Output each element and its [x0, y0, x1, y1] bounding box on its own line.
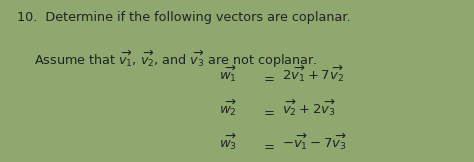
Text: Assume that $\overrightarrow{v_1}$, $\overrightarrow{v_2}$, and $\overrightarrow: Assume that $\overrightarrow{v_1}$, $\ov… [34, 49, 318, 70]
Text: 10.  Determine if the following vectors are coplanar.: 10. Determine if the following vectors a… [17, 11, 350, 24]
Text: $\overrightarrow{v_2} + 2\overrightarrow{v_3}$: $\overrightarrow{v_2} + 2\overrightarrow… [282, 98, 336, 118]
Text: $=$: $=$ [261, 139, 275, 152]
Text: $=$: $=$ [261, 105, 275, 118]
Text: $\overrightarrow{w_3}$: $\overrightarrow{w_3}$ [219, 132, 237, 152]
Text: $\overrightarrow{w_1}$: $\overrightarrow{w_1}$ [219, 64, 237, 84]
Text: $=$: $=$ [261, 71, 275, 84]
Text: $\overrightarrow{w_2}$: $\overrightarrow{w_2}$ [219, 98, 237, 118]
Text: $2\overrightarrow{v_1} + 7\overrightarrow{v_2}$: $2\overrightarrow{v_1} + 7\overrightarro… [282, 64, 345, 84]
Text: $-\overrightarrow{v_1} - 7\overrightarrow{v_3}$: $-\overrightarrow{v_1} - 7\overrightarro… [282, 132, 347, 152]
